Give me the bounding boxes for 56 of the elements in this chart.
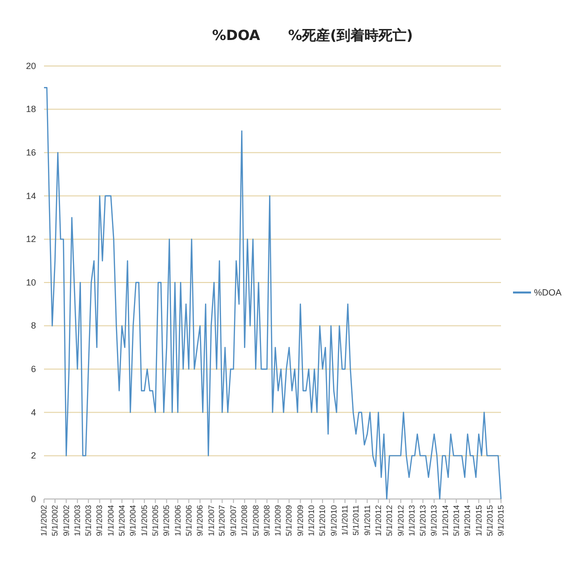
y-tick-label: 10 [26,277,36,288]
x-tick-label: 1/1/2011 [340,504,350,536]
x-tick-label: 5/1/2015 [485,504,494,536]
x-tick-label: 9/1/2005 [162,504,172,536]
x-tick-label: 9/1/2006 [196,504,205,536]
y-tick-label: 8 [30,320,36,331]
y-tick-label: 20 [26,60,36,71]
x-tick-label: 9/1/2003 [95,504,104,536]
x-tick-label: 5/1/2014 [452,504,461,536]
y-tick-label: 14 [26,190,36,201]
x-tick-label: 5/1/2005 [150,504,160,536]
x-tick-label: 9/1/2007 [229,504,238,536]
chart-title: %DOA %死産(到着時死亡) [212,27,413,44]
x-tick-label: 9/1/2008 [262,504,272,536]
x-tick-label: 5/1/2008 [251,504,260,536]
x-tick-label: 9/1/2009 [296,504,305,536]
x-tick-label: 5/1/2011 [352,504,361,536]
x-tick-label: 5/1/2012 [385,504,394,536]
x-tick-label: 9/1/2010 [329,504,338,536]
x-tick-label: 5/1/2007 [218,504,227,536]
x-tick-label: 5/1/2006 [184,504,194,536]
x-tick-label: 5/1/2004 [117,504,126,536]
y-tick-label: 16 [26,147,36,158]
x-tick-label: 9/1/2011 [362,504,372,536]
x-tick-label: 1/1/2002 [40,504,49,536]
x-tick-label: 9/1/2012 [396,504,406,536]
x-tick-label: 9/1/2002 [62,504,71,536]
x-tick-label: 1/1/2015 [474,504,484,536]
y-tick-label: 2 [30,450,36,461]
x-tick-label: 5/1/2013 [418,504,428,536]
x-tick-label: 1/1/2006 [173,504,182,536]
x-tick-label: 9/1/2004 [128,504,138,536]
x-tick-label: 9/1/2013 [430,504,439,536]
x-tick-label: 5/1/2003 [84,504,93,536]
x-tick-label: 1/1/2010 [307,504,316,536]
x-tick-label: 5/1/2002 [50,504,60,536]
x-tick-label: 1/1/2003 [72,504,82,536]
x-tick-label: 1/1/2007 [206,504,216,536]
x-tick-label: 9/1/2014 [463,504,472,536]
y-tick-label: 18 [26,104,36,114]
x-tick-label: 1/1/2012 [374,504,383,536]
x-tick-label: 9/1/2015 [496,504,506,536]
y-tick-label: 6 [30,364,36,374]
x-tick-label: 1/1/2004 [106,504,116,536]
x-tick-label: 1/1/2008 [240,504,250,536]
y-tick-label: 4 [30,407,36,418]
y-tick-label: 0 [30,494,36,504]
line-series [43,87,502,500]
legend-label: %DOA [534,287,562,298]
y-tick-label: 12 [26,234,36,244]
x-tick-label: 1/1/2005 [140,504,149,536]
x-tick-label: 1/1/2009 [274,504,283,536]
x-tick-label: 1/1/2013 [407,504,416,536]
x-tick-label: 5/1/2010 [318,504,328,536]
x-tick-label: 5/1/2009 [284,504,294,536]
x-tick-label: 1/1/2014 [440,504,450,536]
